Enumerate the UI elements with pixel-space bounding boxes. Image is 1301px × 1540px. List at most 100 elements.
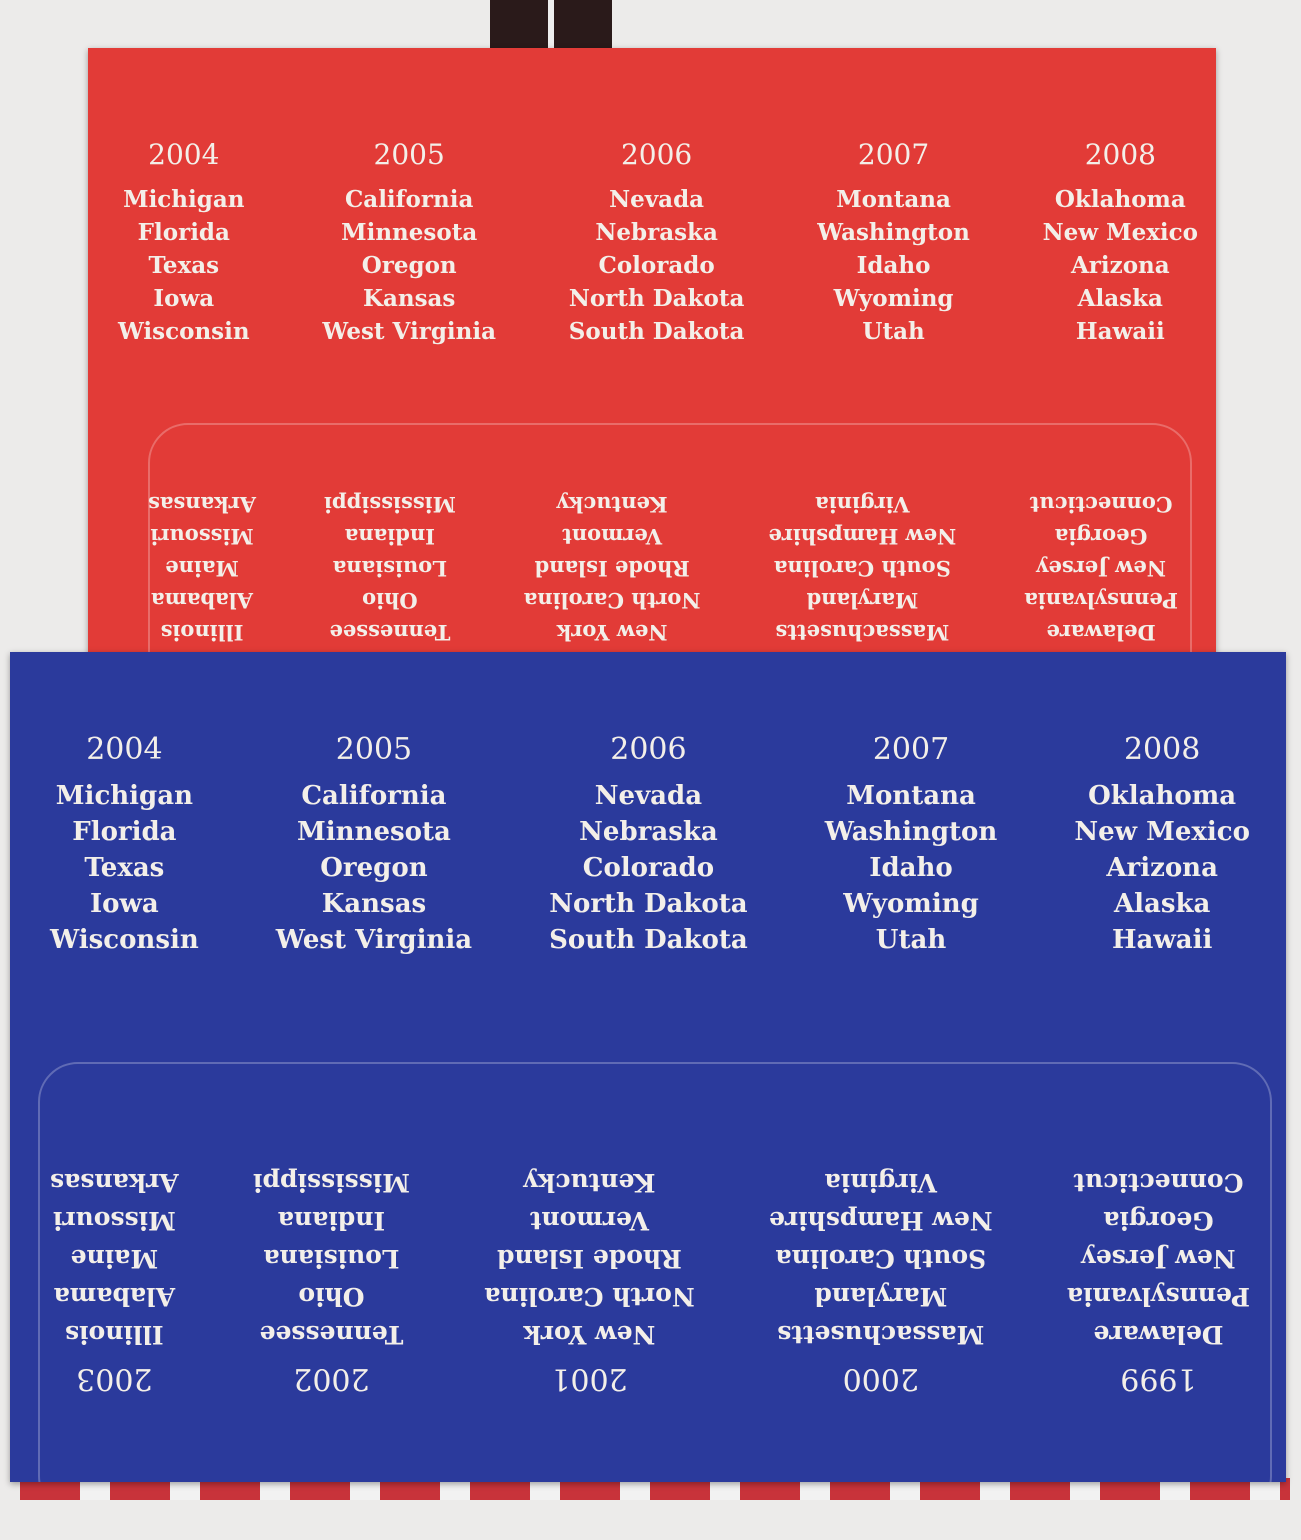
year-column: 2008 Oklahoma New Mexico Arizona Alaska Hawai…: [1043, 138, 1198, 348]
state-name: Oregon: [320, 853, 428, 883]
year-column: 2006 Nevada Nebraska Colorado North Dakota So…: [569, 138, 745, 348]
state-name: Georgia: [1103, 1206, 1214, 1235]
state-name: Vermont: [529, 1206, 649, 1235]
state-name: Florida: [72, 817, 177, 847]
dark-stand: [490, 0, 612, 48]
state-name: Kansas: [321, 889, 427, 919]
state-name: New Jersey: [1081, 1244, 1236, 1273]
state-name: South Carolina: [773, 556, 951, 581]
state-name: Arkansas: [50, 1168, 179, 1197]
state-name: Delaware: [1093, 1320, 1224, 1349]
red-flap-columns: Delaware Pennsylvania New Jersey Georgia Con…: [148, 348, 1178, 648]
state-name: Nebraska: [595, 219, 718, 246]
state-name: Florida: [137, 219, 230, 246]
year-label: 2008: [1084, 138, 1156, 171]
state-name: Illinois: [160, 620, 244, 645]
red-top-columns: 2004 Michigan Florida Texas Iowa Wisconsin 200…: [118, 138, 1198, 348]
state-name: Ohio: [362, 588, 418, 613]
state-name: Mississippi: [253, 1168, 410, 1197]
state-name: California: [344, 186, 474, 213]
year-label: 2004: [148, 138, 220, 171]
year-label: 2003: [76, 1361, 153, 1396]
blue-top-columns: 2004 Michigan Florida Texas Iowa Wisconsin 200…: [50, 732, 1250, 958]
state-name: Nevada: [609, 186, 705, 213]
state-name: Alaska: [1113, 889, 1211, 919]
state-name: Nebraska: [579, 817, 718, 847]
year-label: 1999: [1120, 1361, 1197, 1396]
state-name: Rhode Island: [534, 556, 690, 581]
state-name: Connecticut: [1073, 1168, 1244, 1197]
state-name: Illinois: [65, 1320, 164, 1349]
year-label: 2007: [857, 138, 930, 171]
year-column: Delaware Pennsylvania New Jersey Georgia Con…: [1024, 348, 1178, 648]
state-name: Maryland: [814, 1282, 948, 1311]
state-name: Colorado: [582, 853, 715, 883]
state-name: Wyoming: [843, 889, 979, 919]
state-name: Michigan: [55, 781, 193, 811]
state-name: Ohio: [298, 1282, 365, 1311]
state-name: California: [301, 781, 447, 811]
state-name: Maryland: [806, 588, 919, 613]
year-label: 2001: [551, 1361, 628, 1396]
year-column: New York North Carolina Rhode Island Vermon…: [524, 348, 701, 648]
blue-flap: [38, 1062, 1272, 1482]
state-name: Arizona: [1070, 252, 1170, 279]
state-name: Indiana: [277, 1206, 386, 1235]
state-name: South Dakota: [568, 318, 745, 345]
state-name: Iowa: [90, 889, 159, 919]
year-column: 2005 California Minnesota Oregon Kansas West …: [322, 138, 496, 348]
state-name: Wyoming: [833, 285, 954, 312]
year-column: 2000 Massachusetts Maryland South Carolina N…: [769, 1157, 993, 1397]
state-name: Kansas: [362, 285, 456, 312]
year-column: 2007 Montana Washington Idaho Wyoming Utah: [817, 138, 970, 348]
state-name: Texas: [148, 252, 220, 279]
red-flap: [148, 423, 1192, 658]
state-name: Virginia: [815, 492, 910, 517]
state-name: Oklahoma: [1054, 186, 1186, 213]
state-name: Utah: [875, 925, 947, 955]
year-label: 2006: [610, 732, 687, 767]
state-name: Missouri: [52, 1206, 176, 1235]
year-column: 2006 Nevada Nebraska Colorado North Dakota So…: [549, 732, 748, 958]
state-name: New Hampshire: [769, 1206, 993, 1235]
state-name: Minnesota: [341, 219, 478, 246]
state-name: Oregon: [361, 252, 457, 279]
state-name: Montana: [846, 781, 976, 811]
state-name: Maine: [70, 1244, 159, 1273]
state-name: Vermont: [562, 524, 663, 549]
state-name: New Mexico: [1042, 219, 1198, 246]
state-name: Wisconsin: [118, 318, 250, 345]
state-name: Hawaii: [1111, 925, 1213, 955]
state-name: West Virginia: [322, 318, 497, 345]
state-name: Delaware: [1046, 620, 1156, 645]
blue-flap-columns: 1999 Delaware Pennsylvania New Jersey Georgi…: [50, 1157, 1250, 1397]
state-name: Utah: [862, 318, 925, 345]
state-name: Tennessee: [329, 620, 451, 645]
state-name: Nevada: [594, 781, 703, 811]
state-name: Minnesota: [297, 817, 451, 847]
state-name: North Dakota: [568, 285, 745, 312]
state-name: Idaho: [869, 853, 953, 883]
state-name: Missouri: [150, 524, 254, 549]
state-name: Mississippi: [323, 492, 456, 517]
flag-stripe: [20, 1478, 1290, 1500]
state-name: Oklahoma: [1088, 781, 1237, 811]
year-column: Massachusetts Maryland South Carolina New H…: [768, 348, 956, 648]
state-name: North Carolina: [523, 588, 701, 613]
state-name: North Carolina: [484, 1282, 695, 1311]
year-label: 2005: [335, 732, 413, 767]
year-label: 2006: [620, 138, 693, 171]
state-name: Pennsylvania: [1066, 1282, 1250, 1311]
state-name: Tennessee: [259, 1320, 404, 1349]
state-name: Massachusetts: [775, 620, 950, 645]
red-coin-folder: 2004 Michigan Florida Texas Iowa Wisconsin 200…: [88, 48, 1216, 658]
state-name: Louisiana: [263, 1244, 400, 1273]
state-name: Massachusetts: [777, 1320, 985, 1349]
state-name: Michigan: [123, 186, 245, 213]
state-name: Washington: [817, 219, 970, 246]
state-name: Idaho: [856, 252, 931, 279]
state-name: North Dakota: [549, 889, 748, 919]
year-column: 2004 Michigan Florida Texas Iowa Wisconsin: [50, 732, 199, 958]
state-name: Arkansas: [148, 492, 257, 517]
year-column: 1999 Delaware Pennsylvania New Jersey Georgi…: [1067, 1157, 1250, 1397]
